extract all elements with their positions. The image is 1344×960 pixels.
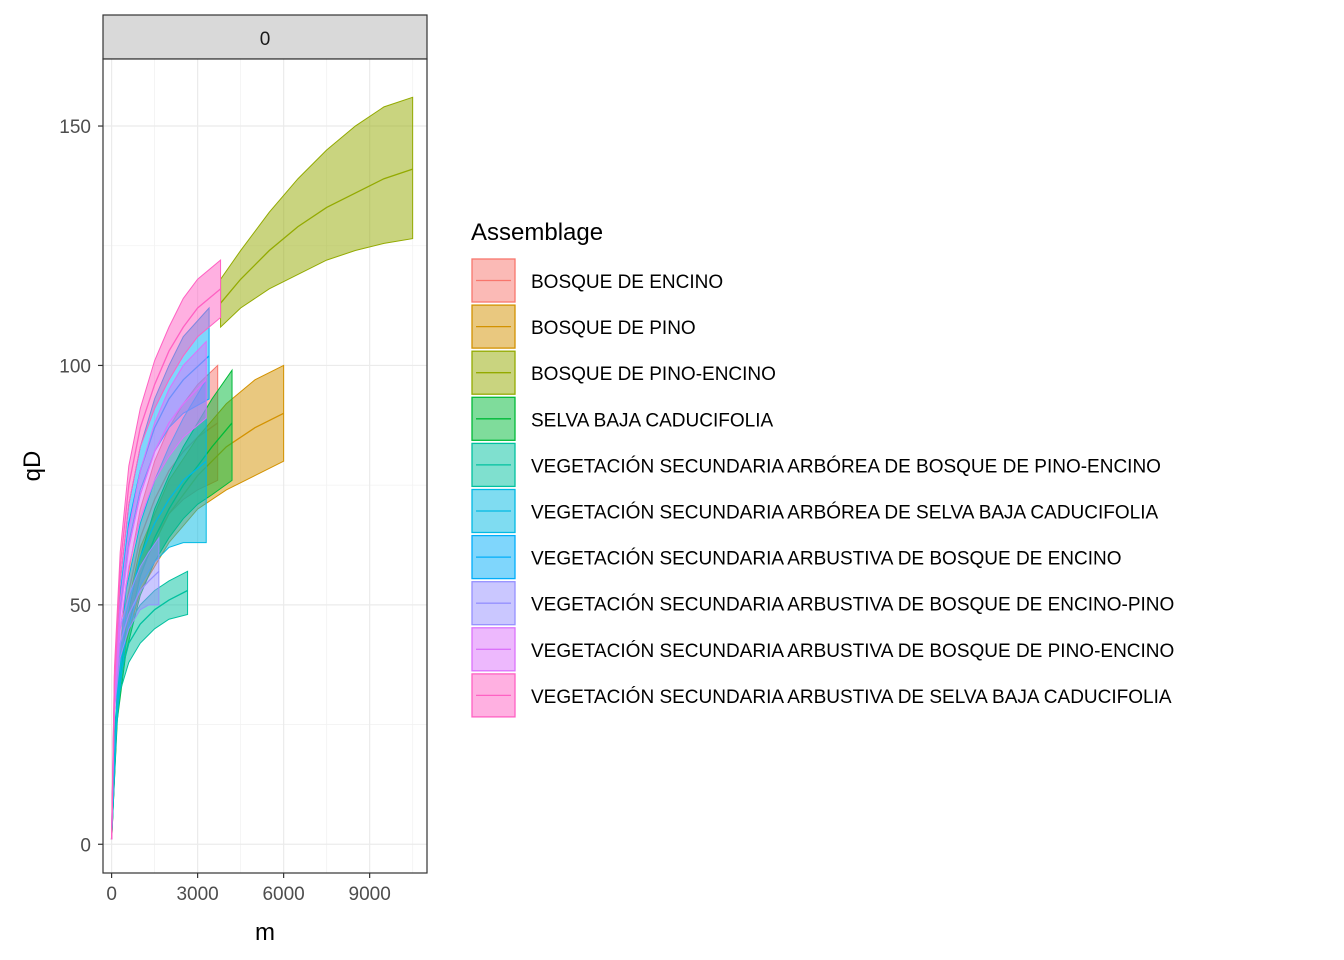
series-group: [110, 340, 207, 840]
legend-item: VEGETACIÓN SECUNDARIA ARBUSTIVA DE SELVA…: [471, 673, 1172, 718]
legend-label: VEGETACIÓN SECUNDARIA ARBUSTIVA DE BOSQU…: [531, 594, 1174, 616]
legend-label: VEGETACIÓN SECUNDARIA ARBUSTIVA DE BOSQU…: [531, 640, 1174, 662]
facet-strip: [102, 14, 428, 60]
legend-label: VEGETACIÓN SECUNDARIA ARBÓREA DE SELVA B…: [531, 502, 1159, 524]
series-ribbon: [220, 96, 414, 329]
legend-item: VEGETACIÓN SECUNDARIA ARBUSTIVA DE BOSQU…: [471, 534, 1122, 580]
legend-label: BOSQUE DE PINO-ENCINO: [531, 364, 776, 385]
legend-label: SELVA BAJA CADUCIFOLIA: [531, 410, 773, 431]
y-tick-label: 0: [80, 835, 91, 856]
series-line: [220, 168, 413, 304]
series-group: [220, 96, 414, 329]
x-tick-label: 9000: [349, 884, 391, 905]
y-tick-label: 150: [59, 117, 91, 138]
legend-label: VEGETACIÓN SECUNDARIA ARBUSTIVA DE BOSQU…: [531, 548, 1122, 570]
legend-item: VEGETACIÓN SECUNDARIA ARBUSTIVA DE BOSQU…: [471, 581, 1174, 626]
x-axis: 0 3000 6000 9000: [106, 873, 391, 905]
legend-item: VEGETACIÓN SECUNDARIA ARBÓREA DE SELVA B…: [471, 488, 1159, 534]
x-tick-label: 6000: [262, 884, 304, 905]
legend-item: VEGETACIÓN SECUNDARIA ARBÓREA DE BOSQUE …: [471, 442, 1161, 488]
legend: BOSQUE DE ENCINO BOSQUE DE PINO BOSQUE DE …: [471, 258, 1174, 718]
x-tick-label: 3000: [176, 884, 218, 905]
series-line: [110, 379, 207, 840]
legend-item: SELVA BAJA CADUCIFOLIA: [471, 396, 773, 441]
series-ribbon: [111, 259, 222, 840]
panel-border: [102, 58, 428, 874]
series-line: [110, 288, 221, 840]
facet-label: 0: [260, 29, 271, 50]
y-tick-label: 100: [59, 356, 91, 377]
legend-item: BOSQUE DE PINO: [471, 304, 696, 349]
legend-item: BOSQUE DE PINO-ENCINO: [471, 350, 776, 395]
legend-item: BOSQUE DE ENCINO: [471, 258, 723, 303]
series-group: [110, 259, 222, 840]
x-axis-title: m: [255, 919, 275, 946]
y-tick-label: 50: [70, 596, 91, 617]
legend-label: VEGETACIÓN SECUNDARIA ARBUSTIVA DE SELVA…: [531, 686, 1172, 708]
series-layer: [110, 96, 414, 840]
y-axis: 0 50 100 150: [59, 117, 103, 856]
legend-label: VEGETACIÓN SECUNDARIA ARBÓREA DE BOSQUE …: [531, 455, 1161, 477]
series-line: [110, 460, 207, 840]
y-axis-title: qD: [19, 451, 46, 482]
legend-label: BOSQUE DE PINO: [531, 318, 696, 339]
legend-title: Assemblage: [471, 219, 603, 246]
legend-item: VEGETACIÓN SECUNDARIA ARBUSTIVA DE BOSQU…: [471, 627, 1174, 672]
legend-label: BOSQUE DE ENCINO: [531, 272, 723, 293]
x-tick-label: 0: [106, 884, 117, 905]
